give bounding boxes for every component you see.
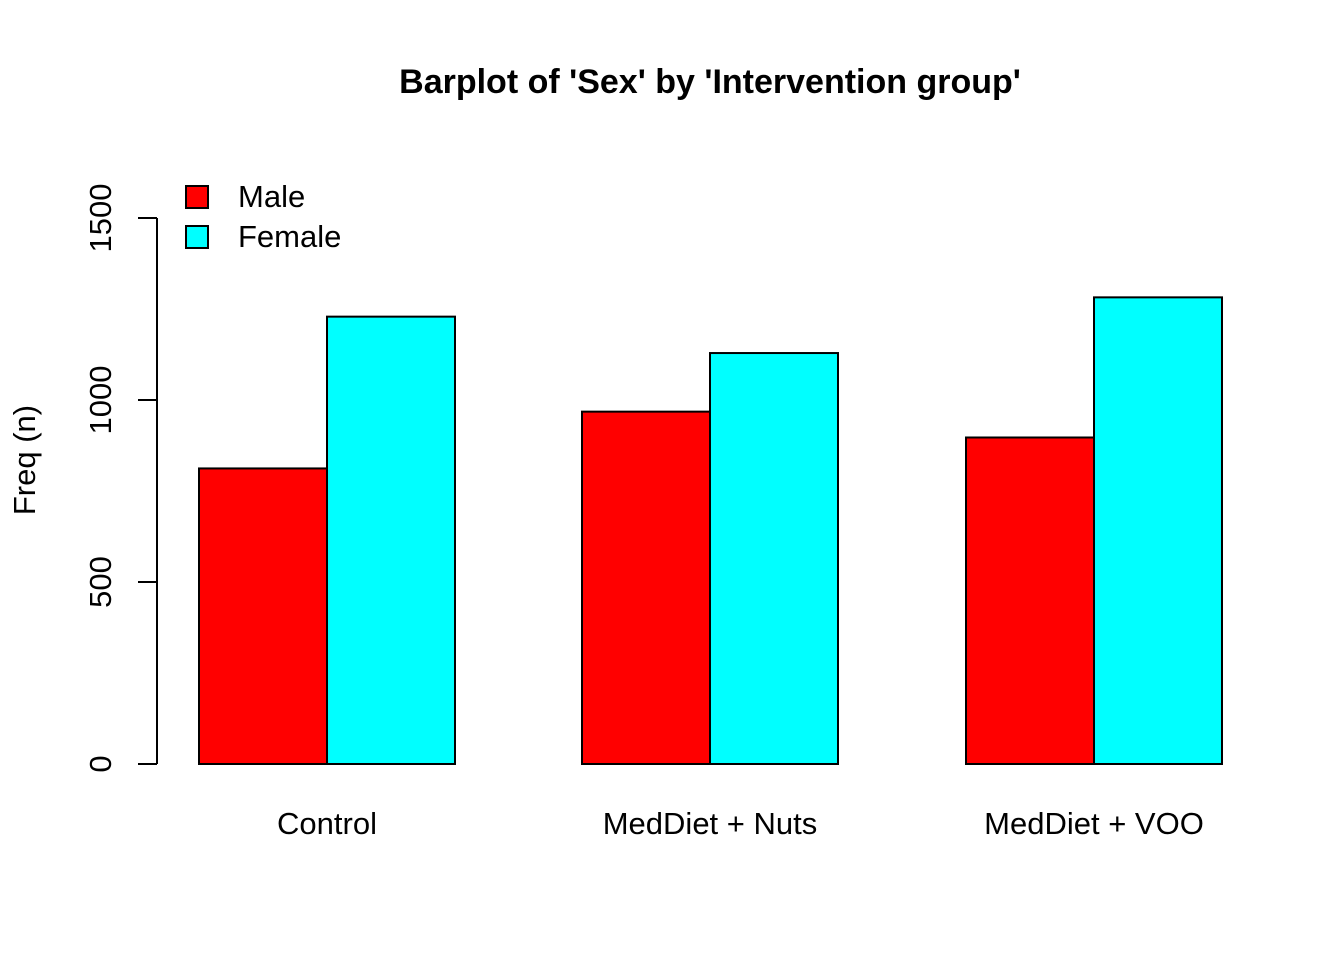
legend-swatch-female [185,225,209,249]
chart-title: Barplot of 'Sex' by 'Intervention group' [399,63,1021,101]
y-tick-label: 1000 [83,366,118,435]
bar-male-2 [581,410,711,765]
y-axis-label: Freq (n) [7,405,42,515]
bar-female-3 [1093,296,1223,765]
legend-label-male: Male [238,179,305,214]
category-label: Control [277,806,377,841]
legend-label-female: Female [238,219,341,254]
bar-female-2 [709,352,839,765]
y-tick-label: 1500 [83,184,118,253]
bar-male-3 [965,436,1095,765]
y-axis: 0 500 1000 1500 [83,184,158,773]
legend: Male Female [185,179,341,254]
legend-swatch-male [185,185,209,209]
y-tick-label: 500 [83,556,118,608]
category-label: MedDiet + VOO [984,806,1204,841]
category-label: MedDiet + Nuts [603,806,818,841]
y-tick-label: 0 [83,755,118,772]
bar-male-1 [198,467,328,765]
category-labels: Control MedDiet + Nuts MedDiet + VOO [277,806,1204,841]
bar-female-1 [326,315,456,765]
bars [198,296,1223,765]
